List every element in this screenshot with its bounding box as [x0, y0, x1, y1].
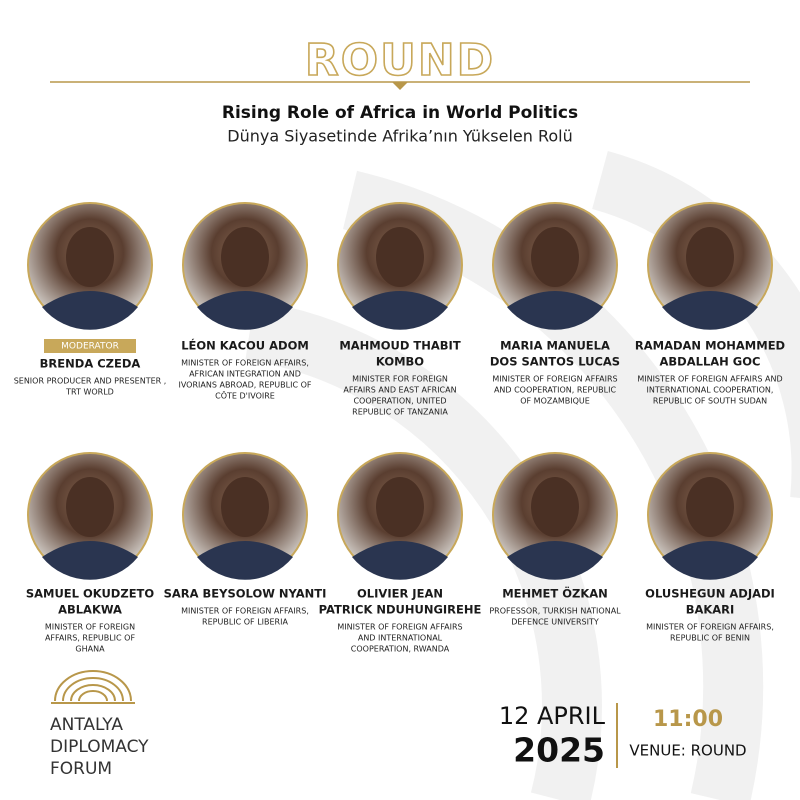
- time: 11:00: [653, 707, 723, 732]
- photo-face: [376, 477, 424, 537]
- speaker-role: REPUBLIC OF SOUTH SUDAN: [653, 397, 767, 406]
- photo-face: [531, 477, 579, 537]
- speaker-role: INTERNATIONAL COOPERATION,: [647, 386, 774, 395]
- speaker-name: BRENDA CZEDA: [40, 357, 141, 371]
- speaker-name: RAMADAN MOHAMMED: [635, 339, 785, 353]
- speaker-role: GHANA: [75, 645, 105, 654]
- speaker-role: AFRICAN INTEGRATION AND: [189, 370, 301, 379]
- logo-line: FORUM: [50, 759, 112, 779]
- speaker-role: CÔTE D'IVOIRE: [215, 390, 275, 401]
- speaker-role: MINISTER OF FOREIGN AFFAIRS,: [181, 607, 309, 616]
- speaker-name: MAHMOUD THABIT: [339, 339, 460, 353]
- speaker-name: PATRICK NDUHUNGIREHE: [319, 603, 482, 617]
- photo-body: [662, 291, 758, 330]
- speaker-role: MINISTER OF FOREIGN AFFAIRS,: [181, 359, 309, 368]
- speaker-role: MINISTER OF FOREIGN: [45, 623, 135, 632]
- speaker-name: ABLAKWA: [58, 603, 122, 617]
- header-word: ROUND: [305, 35, 495, 86]
- photo-body: [507, 541, 603, 580]
- speaker-role: AND INTERNATIONAL: [358, 634, 443, 643]
- year: 2025: [513, 731, 605, 770]
- speaker-role: COOPERATION, RWANDA: [351, 645, 450, 654]
- speaker-role: SENIOR PRODUCER AND PRESENTER ,: [14, 377, 167, 386]
- speaker-role: AND COOPERATION, REPUBLIC: [494, 386, 617, 395]
- moderator-badge: [44, 339, 136, 353]
- speaker-name: OLIVIER JEAN: [357, 587, 443, 601]
- speaker-name: MEHMET ÖZKAN: [502, 586, 608, 601]
- speaker-role: COOPERATION, UNITED: [353, 397, 446, 406]
- speaker-role: OF MOZAMBIQUE: [520, 397, 590, 406]
- speaker-role: AFFAIRS AND EAST AFRICAN: [343, 386, 456, 395]
- speaker-name: DOS SANTOS LUCAS: [490, 355, 620, 369]
- logo-icon: [51, 670, 135, 704]
- speaker-role: MINISTER OF FOREIGN AFFAIRS: [337, 623, 462, 632]
- speaker-role: MINISTER OF FOREIGN AFFAIRS: [492, 375, 617, 384]
- logo-line: ANTALYA: [50, 715, 123, 735]
- photo-face: [221, 227, 269, 287]
- date: 12 APRIL: [499, 702, 606, 730]
- photo-body: [42, 291, 138, 330]
- speaker-role: MINISTER OF FOREIGN AFFAIRS AND: [637, 375, 782, 384]
- logo-line: DIPLOMACY: [50, 737, 149, 757]
- speaker-role: MINISTER FOR FOREIGN: [352, 375, 448, 384]
- speaker-name: LÉON KACOU ADOM: [181, 338, 309, 353]
- speaker-role: REPUBLIC OF BENIN: [670, 634, 750, 643]
- title: Rising Role of Africa in World Politics: [222, 103, 578, 123]
- speaker-name: SARA BEYSOLOW NYANTI: [164, 587, 327, 601]
- subtitle: Dünya Siyasetinde Afrika’nın Yükselen Ro…: [227, 127, 573, 146]
- photo-face: [66, 477, 114, 537]
- photo-body: [352, 541, 448, 580]
- speakers: MODERATOR BRENDA CZEDA SENIOR PRODUCER AND…: [14, 202, 785, 654]
- header-notch: [392, 82, 408, 90]
- speaker-role: AFFAIRS, REPUBLIC OF: [45, 634, 136, 643]
- speaker-name: OLUSHEGUN ADJADI: [645, 587, 775, 601]
- photo-body: [42, 541, 138, 580]
- speaker-name: SAMUEL OKUDZETO: [26, 587, 155, 601]
- moderator-label: MODERATOR: [61, 342, 119, 352]
- photo-body: [507, 291, 603, 330]
- photo-face: [531, 227, 579, 287]
- speaker-role: DEFENCE UNIVERSITY: [511, 618, 599, 627]
- speaker-role: PROFESSOR, TURKISH NATIONAL: [489, 607, 621, 616]
- speaker-role: TRT WORLD: [65, 388, 114, 397]
- photo-body: [197, 541, 293, 580]
- speaker-name: ABDALLAH GOC: [660, 355, 761, 369]
- speaker-role: IVORIANS ABROAD, REPUBLIC OF: [178, 381, 311, 390]
- speaker-name: MARIA MANUELA: [500, 339, 610, 353]
- photo-body: [662, 541, 758, 580]
- speaker-role: REPUBLIC OF TANZANIA: [352, 408, 448, 417]
- photo-body: [197, 291, 293, 330]
- speaker-name: BAKARI: [686, 603, 735, 617]
- photo-face: [686, 477, 734, 537]
- photo-face: [686, 227, 734, 287]
- photo-face: [376, 227, 424, 287]
- photo-face: [221, 477, 269, 537]
- speaker-role: REPUBLIC OF LIBERIA: [202, 618, 288, 627]
- speaker-role: MINISTER OF FOREIGN AFFAIRS,: [646, 623, 774, 632]
- photo-body: [352, 291, 448, 330]
- venue: VENUE: ROUND: [629, 742, 746, 760]
- speaker-name: KOMBO: [376, 355, 424, 369]
- photo-face: [66, 227, 114, 287]
